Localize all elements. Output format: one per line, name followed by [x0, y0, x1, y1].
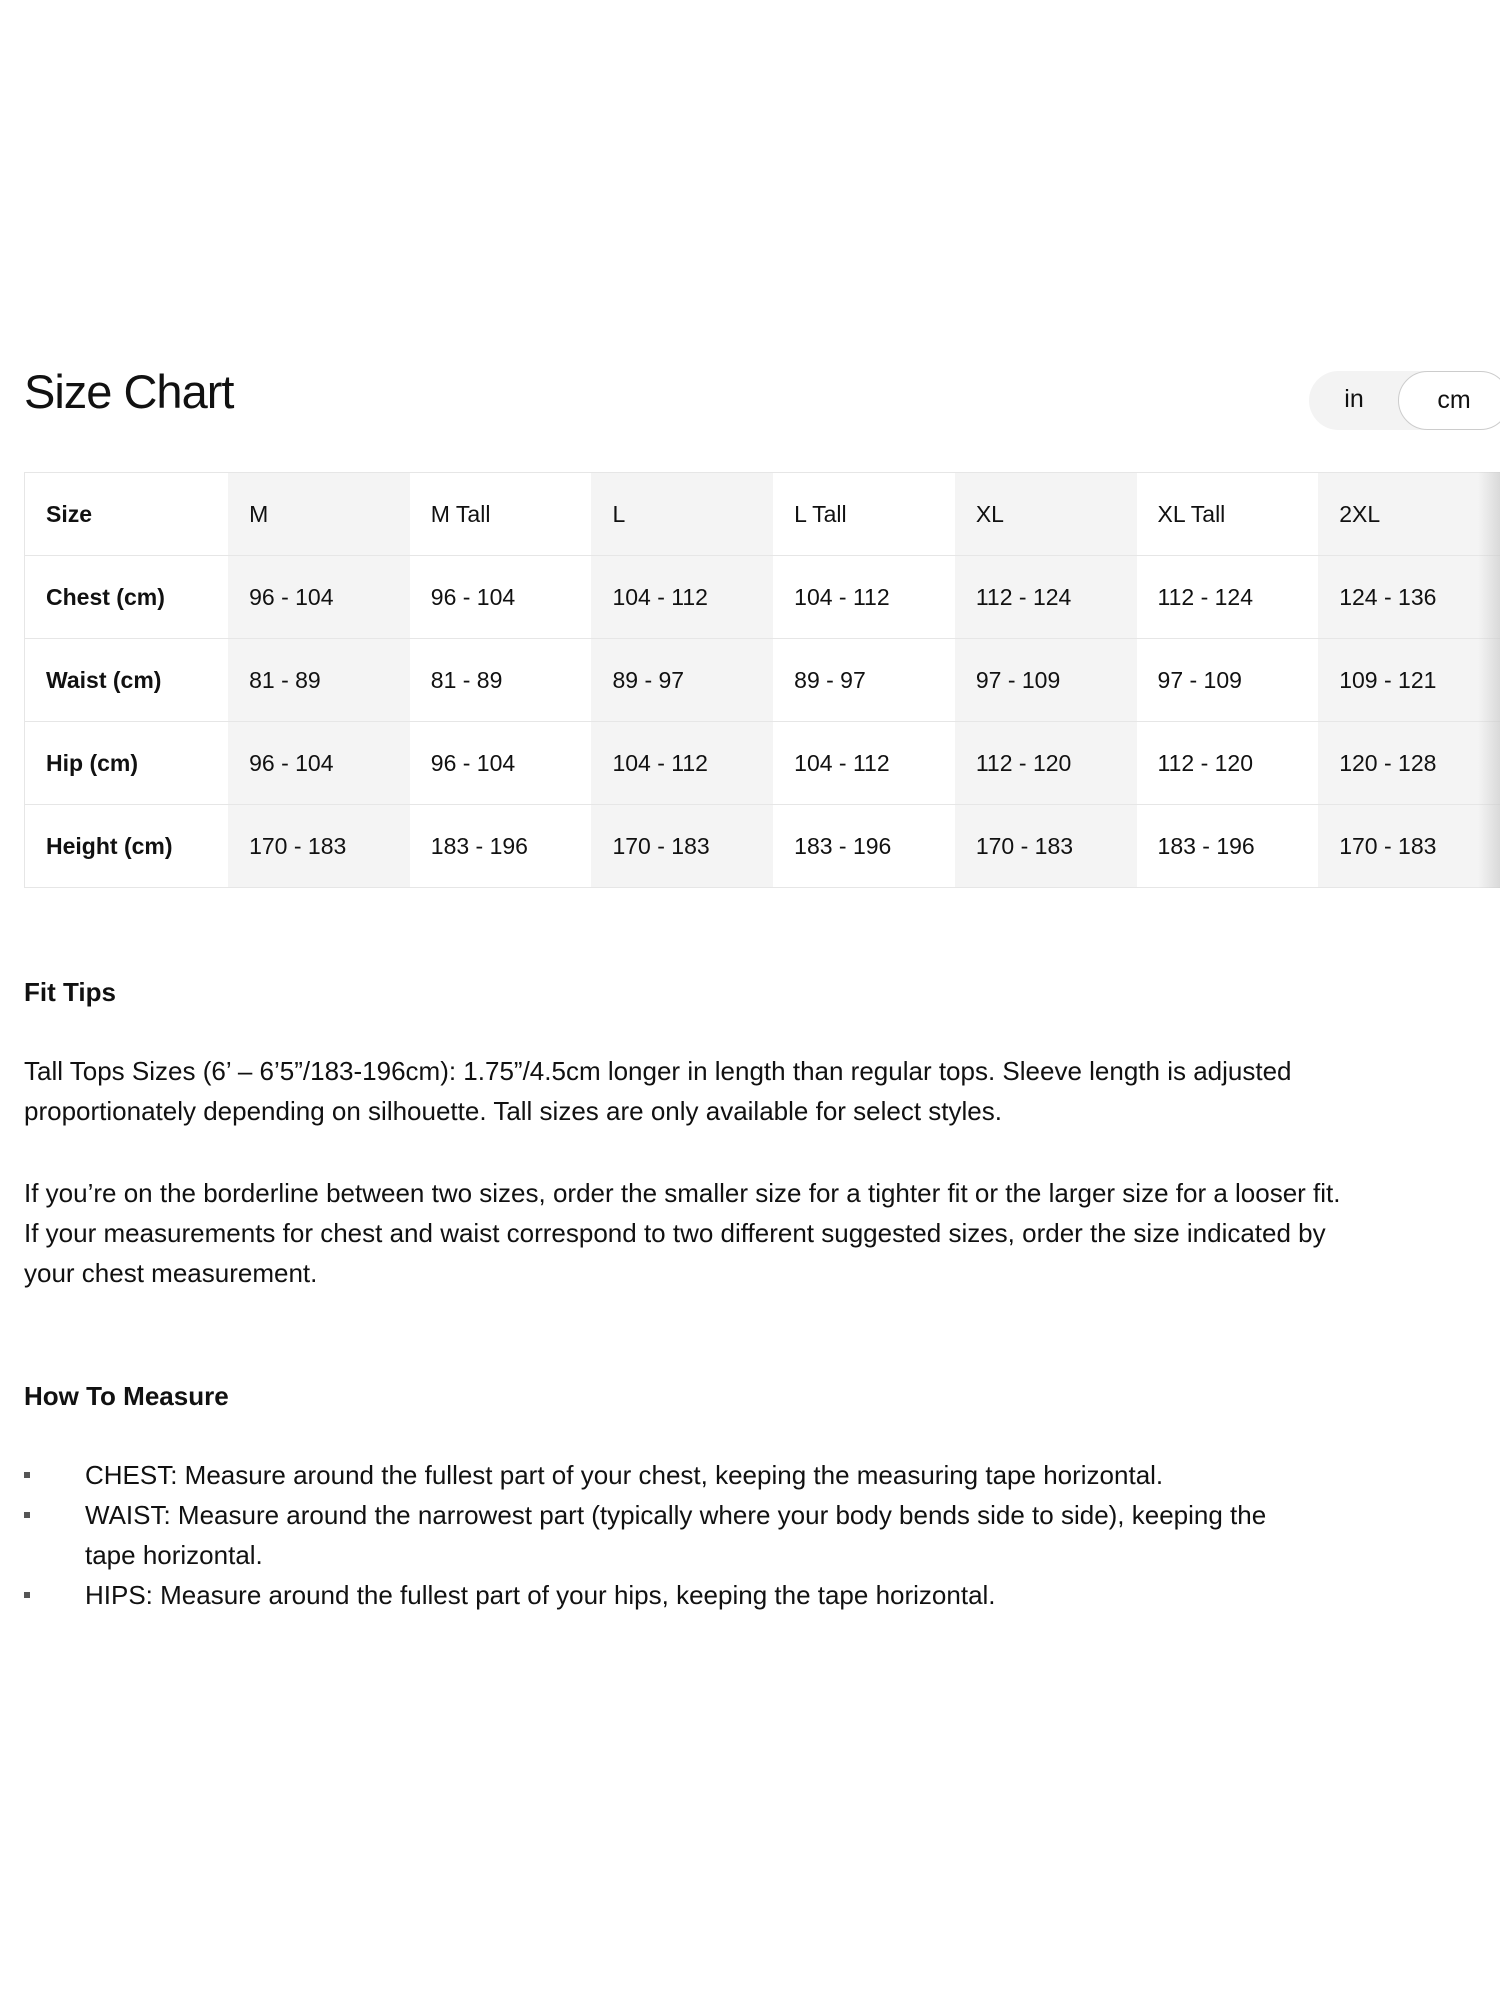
unit-option-cm[interactable]: cm: [1398, 371, 1500, 430]
table-cell: 120 - 128: [1318, 721, 1500, 805]
table-cell: 89 - 97: [773, 638, 955, 722]
fit-tips-paragraph: Tall Tops Sizes (6’ – 6’5”/183-196cm): 1…: [24, 1056, 1292, 1126]
table-row: Height (cm) 170 - 183 183 - 196 170 - 183 18…: [24, 804, 1500, 888]
table-cell: 170 - 183: [591, 804, 774, 888]
how-to-measure-heading: How To Measure: [24, 1381, 229, 1411]
table-cell: 112 - 124: [1136, 555, 1319, 639]
scroll-fade: [1478, 472, 1500, 888]
list-item: WAIST: Measure around the narrowest part…: [24, 1495, 1324, 1575]
table-cell: 183 - 196: [773, 804, 955, 888]
row-label: Waist (cm): [24, 638, 229, 722]
list-item-text: CHEST: Measure around the fullest part o…: [85, 1460, 1164, 1490]
table-row: Hip (cm) 96 - 104 96 - 104 104 - 112 104 - 1…: [24, 721, 1500, 805]
column-header: L Tall: [773, 472, 955, 556]
row-label: Height (cm): [24, 804, 229, 888]
column-header: M: [228, 472, 410, 556]
table-cell: 170 - 183: [228, 804, 410, 888]
table-cell: 104 - 112: [773, 721, 955, 805]
table-cell: 96 - 104: [228, 721, 410, 805]
unit-toggle[interactable]: in cm: [1309, 371, 1500, 430]
table-header-row: Size M M Tall L L Tall XL XL Tall 2XL: [24, 472, 1500, 556]
column-header: L: [591, 472, 774, 556]
table-cell: 96 - 104: [409, 555, 592, 639]
table-cell: 81 - 89: [409, 638, 592, 722]
list-item: HIPS: Measure around the fullest part of…: [24, 1575, 1324, 1615]
table-cell: 124 - 136: [1318, 555, 1500, 639]
size-table: Size M M Tall L L Tall XL XL Tall 2XL Chest (cm)…: [24, 472, 1500, 888]
list-item-text: HIPS: Measure around the fullest part of…: [85, 1580, 996, 1610]
row-label: Hip (cm): [24, 721, 229, 805]
table-cell: 96 - 104: [228, 555, 410, 639]
table-row: Chest (cm) 96 - 104 96 - 104 104 - 112 104 -…: [24, 555, 1500, 639]
table-cell: 104 - 112: [773, 555, 955, 639]
page-title: Size Chart: [24, 365, 234, 418]
table-cell: 96 - 104: [409, 721, 592, 805]
table-cell: 112 - 124: [954, 555, 1137, 639]
table-cell: 170 - 183: [954, 804, 1137, 888]
table-row: Waist (cm) 81 - 89 81 - 89 89 - 97 89 - 97 97…: [24, 638, 1500, 722]
bullet-icon: [24, 1472, 30, 1478]
list-item-text: WAIST: Measure around the narrowest part…: [85, 1500, 1267, 1570]
table-cell: 97 - 109: [1136, 638, 1319, 722]
fit-tips-heading: Fit Tips: [24, 977, 116, 1007]
unit-option-in[interactable]: in: [1344, 385, 1364, 413]
column-header: M Tall: [409, 472, 592, 556]
column-header: XL Tall: [1136, 472, 1319, 556]
column-header: 2XL: [1318, 472, 1500, 556]
table-cell: 109 - 121: [1318, 638, 1500, 722]
table-cell: 112 - 120: [1136, 721, 1319, 805]
table-cell: 97 - 109: [954, 638, 1137, 722]
table-cell: 170 - 183: [1318, 804, 1500, 888]
table-cell: 89 - 97: [591, 638, 774, 722]
bullet-icon: [24, 1512, 30, 1518]
column-header: XL: [954, 472, 1137, 556]
table-cell: 112 - 120: [954, 721, 1137, 805]
table-cell: 183 - 196: [1136, 804, 1319, 888]
row-label: Chest (cm): [24, 555, 229, 639]
table-cell: 81 - 89: [228, 638, 410, 722]
fit-tips-paragraph: If you’re on the borderline between two …: [24, 1178, 1341, 1288]
table-cell: 183 - 196: [409, 804, 592, 888]
list-item: CHEST: Measure around the fullest part o…: [24, 1455, 1324, 1495]
bullet-icon: [24, 1592, 30, 1598]
table-cell: 104 - 112: [591, 555, 774, 639]
row-label: Size: [24, 472, 229, 556]
measure-list: CHEST: Measure around the fullest part o…: [24, 1455, 1324, 1615]
size-table-container[interactable]: Size M M Tall L L Tall XL XL Tall 2XL Chest (cm)…: [24, 472, 1500, 888]
table-cell: 104 - 112: [591, 721, 774, 805]
